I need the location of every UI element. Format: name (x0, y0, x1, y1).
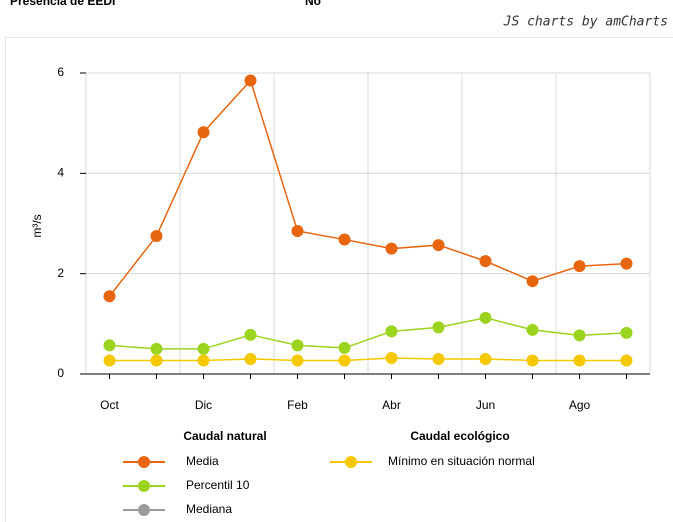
point (573, 260, 586, 273)
panel (5, 37, 673, 522)
point (385, 351, 398, 364)
series-line (108, 79, 627, 297)
x-tick-label: Feb (287, 398, 308, 412)
point (573, 329, 586, 342)
legend-label: Percentil 10 (186, 478, 250, 492)
point (385, 242, 398, 255)
point (197, 342, 210, 355)
point (103, 290, 116, 303)
point (244, 352, 257, 365)
y-tick-label: 4 (57, 166, 64, 180)
header-value: No (305, 0, 321, 8)
point (479, 311, 492, 324)
point (432, 352, 445, 365)
point (338, 341, 351, 354)
point (291, 339, 304, 352)
point (291, 225, 304, 238)
x-tick-label: Dic (195, 398, 212, 412)
x-tick-label: Abr (382, 398, 401, 412)
point (338, 233, 351, 246)
series-line (109, 357, 627, 362)
point (479, 352, 492, 365)
point (150, 354, 163, 367)
point (197, 126, 210, 139)
legend-swatch-marker (138, 480, 150, 492)
header-label: Presencia de EEDI (10, 0, 115, 8)
point (103, 339, 116, 352)
legend-label: Mediana (186, 502, 232, 516)
point (385, 325, 398, 338)
point (291, 354, 304, 367)
point (197, 354, 210, 367)
point (526, 354, 539, 367)
point (338, 354, 351, 367)
legend-group-title: Caudal ecológico (410, 429, 509, 443)
point (150, 230, 163, 243)
point (620, 257, 633, 270)
legend-swatch-marker (138, 504, 150, 516)
credit: JS charts by amCharts (503, 15, 668, 30)
x-tick-label: Ago (569, 398, 591, 412)
y-tick-label: 6 (57, 65, 64, 79)
series-line (109, 317, 627, 350)
x-tick-label: Jun (476, 398, 495, 412)
x-tick-label: Oct (100, 398, 119, 412)
point (620, 326, 633, 339)
point (432, 239, 445, 252)
point (620, 354, 633, 367)
point (526, 275, 539, 288)
y-tick-label: 0 (57, 366, 64, 380)
legend-group-title: Caudal natural (183, 429, 266, 443)
point (432, 321, 445, 334)
point (244, 328, 257, 341)
point (103, 354, 116, 367)
legend-swatch-marker (345, 456, 357, 468)
point (526, 323, 539, 336)
legend-label: Media (186, 454, 219, 468)
point (244, 74, 257, 87)
y-tick-label: 2 (57, 266, 64, 280)
point (573, 354, 586, 367)
y-axis-label: m³/s (30, 214, 44, 237)
point (479, 255, 492, 268)
legend-swatch-marker (138, 456, 150, 468)
point (150, 342, 163, 355)
legend-label: Mínimo en situación normal (388, 454, 535, 468)
